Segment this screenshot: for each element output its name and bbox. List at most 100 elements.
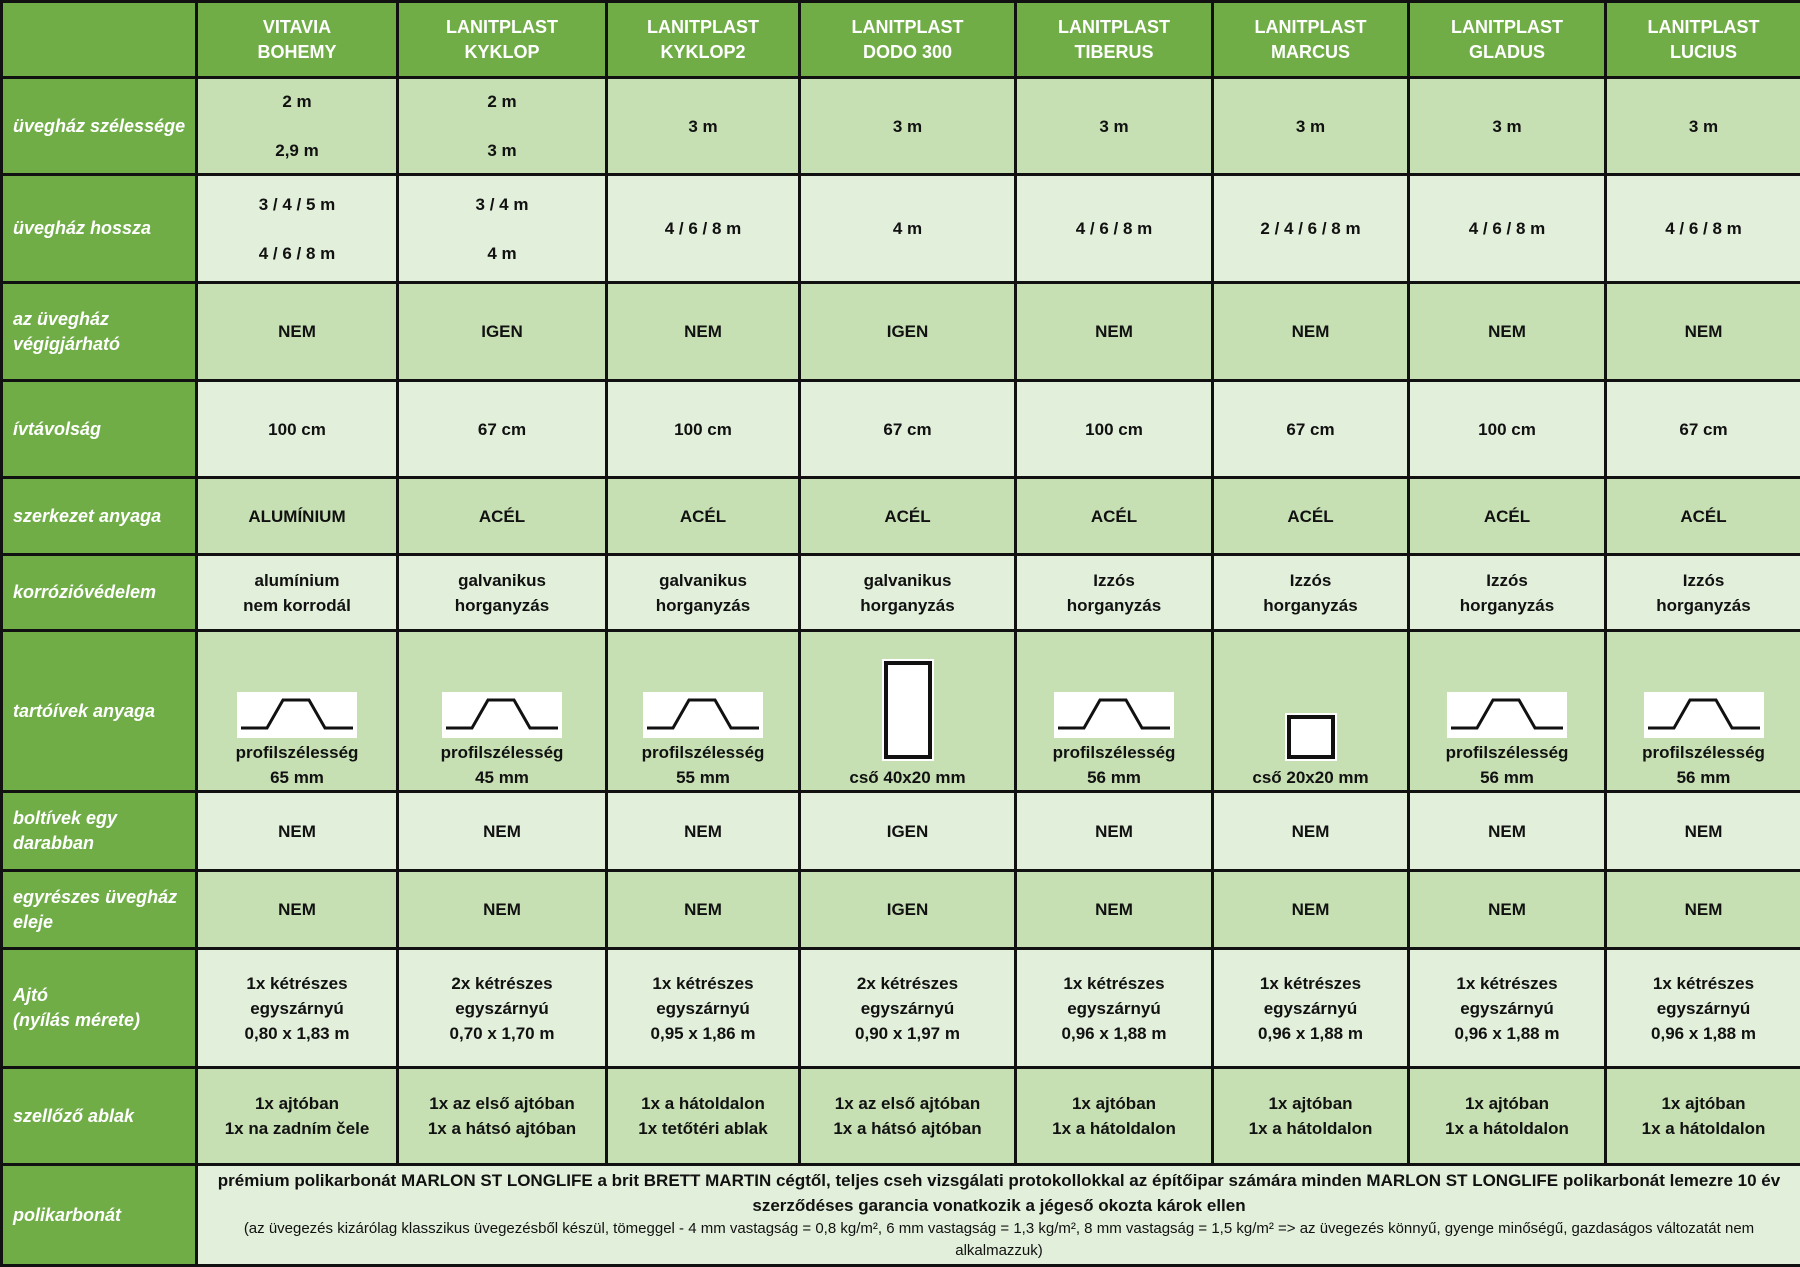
- spacer: [403, 114, 601, 138]
- table-cell: IGEN: [398, 283, 607, 381]
- column-header-line: TIBERUS: [1021, 40, 1207, 65]
- cell-line: horganyzás: [1414, 593, 1600, 618]
- cell-line: nem korrodál: [202, 593, 392, 618]
- row-label: ívtávolság: [2, 381, 197, 478]
- table-cell: NEM: [1016, 871, 1213, 949]
- row-label: korrózióvédelem: [2, 555, 197, 631]
- cell-line: 100 cm: [1414, 417, 1600, 442]
- cell-line: galvanikus: [403, 568, 601, 593]
- column-header-line: KYKLOP: [403, 40, 601, 65]
- cell-line: 1x kétrészes: [1611, 971, 1796, 996]
- row-label: boltívek egy darabban: [2, 792, 197, 871]
- corner-cell: [2, 2, 197, 78]
- table-cell: NEM: [1213, 871, 1409, 949]
- cell-line: 1x a hátoldalon: [1218, 1116, 1403, 1141]
- row-label: üvegház hossza: [2, 175, 197, 283]
- cell-line: profilszélesség: [202, 740, 392, 765]
- cell-line: egyszárnyú: [403, 996, 601, 1021]
- column-header-line: LANITPLAST: [612, 15, 794, 40]
- cell-line: 2 / 4 / 6 / 8 m: [1218, 216, 1403, 241]
- cell-line: egyszárnyú: [1611, 996, 1796, 1021]
- table-cell: cső 20x20 mm: [1213, 631, 1409, 792]
- cell-line: egyszárnyú: [1218, 996, 1403, 1021]
- table-cell: ACÉL: [607, 478, 800, 555]
- cell-line: 1x kétrészes: [1021, 971, 1207, 996]
- spacer: [202, 114, 392, 138]
- profile-icon: [1447, 692, 1567, 738]
- cell-line: 100 cm: [202, 417, 392, 442]
- column-header-line: LANITPLAST: [805, 15, 1010, 40]
- cell-line: 1x kétrészes: [1414, 971, 1600, 996]
- cell-line: NEM: [202, 319, 392, 344]
- cell-line: 1x az első ajtóban: [805, 1091, 1010, 1116]
- cell-line: profilszélesség: [1611, 740, 1796, 765]
- row-label: tartóívek anyaga: [2, 631, 197, 792]
- spacer: [202, 217, 392, 241]
- table-cell: NEM: [1213, 283, 1409, 381]
- column-header-line: KYKLOP2: [612, 40, 794, 65]
- cell-line: 1x a hátoldalon: [1611, 1116, 1796, 1141]
- cell-line: 1x kétrészes: [612, 971, 794, 996]
- table-cell: 4 / 6 / 8 m: [1606, 175, 1800, 283]
- cell-line: NEM: [1021, 897, 1207, 922]
- table-cell: 3 m: [1213, 78, 1409, 175]
- table-cell: ACÉL: [1213, 478, 1409, 555]
- cell-line: 2,9 m: [202, 138, 392, 163]
- cell-line: IGEN: [805, 897, 1010, 922]
- table-cell: 67 cm: [1213, 381, 1409, 478]
- cell-line: 2x kétrészes: [805, 971, 1010, 996]
- cell-line: 1x a hátsó ajtóban: [403, 1116, 601, 1141]
- table-cell: NEM: [197, 792, 398, 871]
- table-cell: 100 cm: [1409, 381, 1606, 478]
- cell-line: ACÉL: [805, 504, 1010, 529]
- table-cell: NEM: [1409, 792, 1606, 871]
- cell-line: 4 / 6 / 8 m: [612, 216, 794, 241]
- cell-line: 3 m: [403, 138, 601, 163]
- column-header-line: LANITPLAST: [1414, 15, 1600, 40]
- cell-line: NEM: [403, 897, 601, 922]
- table-cell: NEM: [1213, 792, 1409, 871]
- column-header-line: VITAVIA: [202, 15, 392, 40]
- cell-line: profilszélesség: [1021, 740, 1207, 765]
- cell-line: 67 cm: [805, 417, 1010, 442]
- cell-line: galvanikus: [805, 568, 1010, 593]
- cell-line: Izzós: [1611, 568, 1796, 593]
- row-label: az üvegház végigjárható: [2, 283, 197, 381]
- cell-line: NEM: [1021, 319, 1207, 344]
- row-label: egyrészes üvegház eleje: [2, 871, 197, 949]
- column-header-line: MARCUS: [1218, 40, 1403, 65]
- cell-line: 1x ajtóban: [1414, 1091, 1600, 1116]
- column-header-line: BOHEMY: [202, 40, 392, 65]
- cell-line: horganyzás: [1021, 593, 1207, 618]
- cell-line: egyszárnyú: [202, 996, 392, 1021]
- column-header-line: LANITPLAST: [403, 15, 601, 40]
- cell-line: egyszárnyú: [1021, 996, 1207, 1021]
- cell-line: 1x a hátoldalon: [1414, 1116, 1600, 1141]
- cell-line: profilszélesség: [1414, 740, 1600, 765]
- cell-line: 2x kétrészes: [403, 971, 601, 996]
- polycarbonate-main-text: prémium polikarbonát MARLON ST LONGLIFE …: [202, 1168, 1796, 1218]
- cell-line: profilszélesség: [403, 740, 601, 765]
- table-cell: ACÉL: [1409, 478, 1606, 555]
- table-cell: NEM: [197, 283, 398, 381]
- column-header-line: LANITPLAST: [1611, 15, 1796, 40]
- cell-line: NEM: [202, 897, 392, 922]
- cell-line: Izzós: [1218, 568, 1403, 593]
- cell-line: 4 m: [403, 241, 601, 266]
- cell-line: 3 m: [1611, 114, 1796, 139]
